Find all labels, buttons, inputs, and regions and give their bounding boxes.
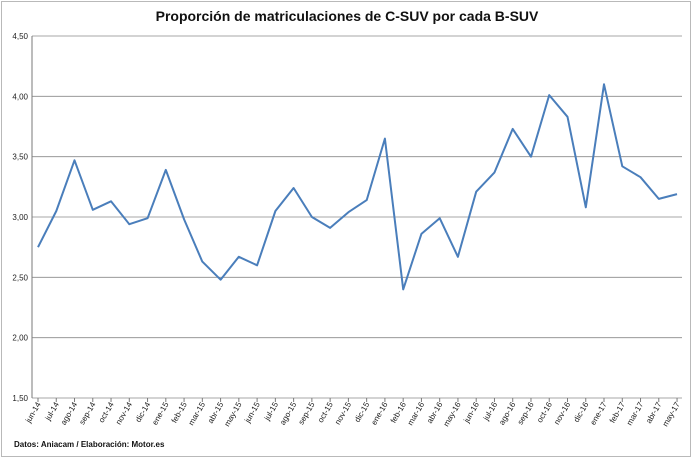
source-note: Datos: Aniacam / Elaboración: Motor.es — [14, 440, 165, 449]
gridlines — [32, 35, 682, 399]
x-tick-label: ago-16 — [497, 400, 518, 427]
x-tick-label: nov-14 — [114, 400, 134, 426]
x-tick-label: jul-14 — [43, 400, 61, 423]
x-tick-label: may-15 — [222, 400, 243, 428]
x-tick-label: nov-16 — [552, 400, 572, 426]
y-tick-label: 3,00 — [12, 213, 28, 222]
x-tick-label: abr-17 — [644, 400, 664, 425]
x-tick-label: nov-15 — [333, 400, 353, 426]
x-tick-label: sep-15 — [297, 400, 317, 426]
x-tick-label: jul-15 — [262, 400, 280, 423]
y-tick-labels: 1,50 2,00 2,50 3,00 3,50 4,00 4,50 — [12, 32, 28, 403]
series-line — [37, 83, 678, 291]
x-tick-label: oct-14 — [97, 400, 116, 424]
y-tick-label: 1,50 — [12, 394, 28, 403]
y-tick-label: 3,50 — [12, 153, 28, 162]
x-tick-label: jun-15 — [242, 400, 262, 425]
x-tick-label: oct-16 — [535, 400, 554, 424]
x-tick-label: sep-16 — [516, 400, 536, 426]
x-tick-label: dic-16 — [572, 400, 591, 424]
axes — [31, 36, 678, 402]
x-tick-label: feb-16 — [389, 400, 408, 425]
x-tick-label: abr-15 — [206, 400, 226, 425]
x-tick-label: may-16 — [442, 400, 463, 428]
x-tick-label: ene-15 — [150, 400, 171, 427]
x-tick-label: abr-16 — [425, 400, 445, 425]
y-tick-label: 4,50 — [12, 32, 28, 41]
x-tick-label: jun-14 — [23, 400, 43, 425]
x-tick-label: dic-14 — [134, 400, 153, 424]
x-tick-label: ago-14 — [59, 400, 80, 427]
x-tick-label: jun-16 — [462, 400, 482, 425]
x-tick-label: may-17 — [661, 400, 682, 428]
x-tick-label: feb-17 — [608, 400, 627, 425]
x-tick-label: mar-16 — [406, 400, 427, 427]
y-tick-label: 2,50 — [12, 273, 28, 282]
x-tick-label: mar-17 — [625, 400, 646, 427]
x-tick-label: sep-14 — [77, 400, 97, 426]
x-tick-label: dic-15 — [353, 400, 372, 424]
x-tick-label: jul-16 — [481, 400, 499, 423]
x-tick-label: ene-17 — [588, 400, 609, 427]
x-tick-label: oct-15 — [316, 400, 335, 424]
x-tick-label: ene-16 — [369, 400, 390, 427]
x-tick-label: ago-15 — [278, 400, 299, 427]
x-tick-label: mar-15 — [187, 400, 208, 427]
chart-title: Proporción de matriculaciones de C-SUV p… — [155, 8, 539, 24]
y-tick-label: 2,00 — [12, 334, 28, 343]
y-tick-label: 4,00 — [12, 92, 28, 101]
x-tick-label: feb-15 — [170, 400, 189, 425]
